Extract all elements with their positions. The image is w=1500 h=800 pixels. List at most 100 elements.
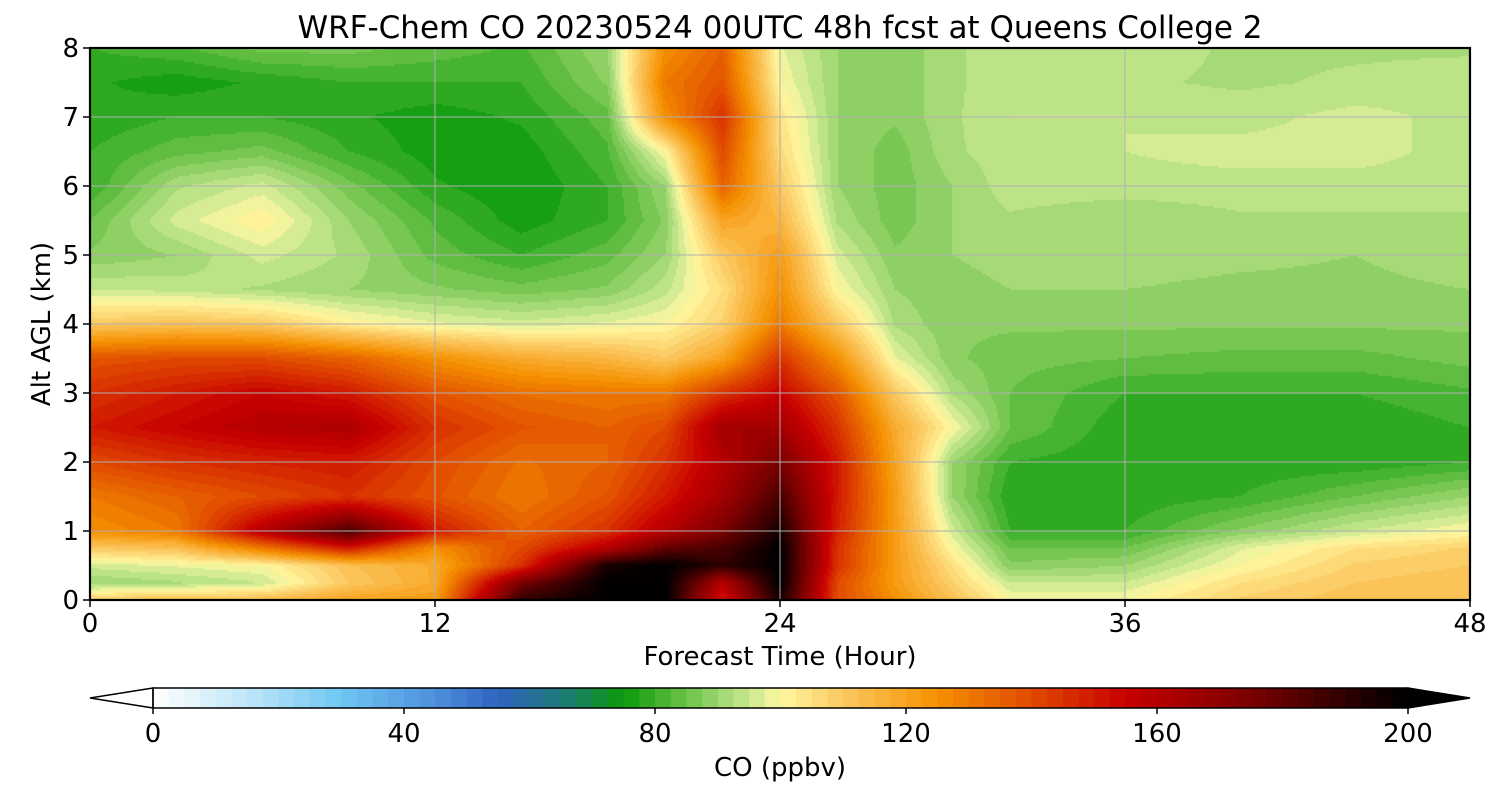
chart-title: WRF-Chem CO 20230524 00UTC 48h fcst at Q… xyxy=(297,10,1262,46)
colorbar-swatch xyxy=(1298,688,1315,708)
y-axis-ticks: 0 1 2 3 4 5 6 7 8 xyxy=(62,34,90,616)
colorbar-swatch xyxy=(702,688,719,708)
colorbar-swatch xyxy=(843,688,860,708)
colorbar-swatch xyxy=(200,688,217,708)
colorbar-swatch xyxy=(404,688,421,708)
colorbar-swatch xyxy=(1219,688,1237,708)
colorbar-swatch xyxy=(294,688,311,708)
colorbar-swatch xyxy=(984,688,1001,708)
colorbar-tick-label: 200 xyxy=(1383,719,1433,749)
colorbar-swatch xyxy=(466,688,484,708)
colorbar-swatch xyxy=(968,688,986,708)
colorbar-swatch xyxy=(1251,688,1268,708)
colorbar-swatch xyxy=(168,688,185,708)
colorbar-swatch xyxy=(419,688,436,708)
colorbar-swatch xyxy=(513,688,531,708)
colorbar-tick-label: 40 xyxy=(387,719,420,749)
colorbar-swatch xyxy=(1266,688,1284,708)
colorbar-swatch xyxy=(1015,688,1033,708)
x-tick-label: 12 xyxy=(418,609,451,639)
colorbar-swatch xyxy=(1360,688,1378,708)
colorbar-swatch xyxy=(1078,688,1095,708)
colorbar-swatch xyxy=(937,688,954,708)
colorbar-swatch xyxy=(1157,688,1174,708)
colorbar-swatch xyxy=(670,688,687,708)
colorbar-swatch xyxy=(764,688,782,708)
colorbar-swatch xyxy=(827,688,844,708)
colorbar-swatch xyxy=(890,688,907,708)
colorbar-swatch xyxy=(733,688,750,708)
colorbar-swatch xyxy=(1031,688,1048,708)
colorbar-swatch xyxy=(1094,688,1111,708)
x-tick-label: 48 xyxy=(1453,609,1486,639)
colorbar-label: CO (ppbv) xyxy=(714,753,846,783)
colorbar-swatch xyxy=(1000,688,1017,708)
x-tick-label: 36 xyxy=(1108,609,1141,639)
colorbar-swatch xyxy=(372,688,389,708)
colorbar-swatch xyxy=(1141,688,1158,708)
colorbar-swatch xyxy=(592,688,609,708)
colorbar-swatch xyxy=(1235,688,1252,708)
colorbar-swatch xyxy=(1282,688,1299,708)
colorbar-swatch xyxy=(1109,688,1127,708)
colorbar-swatch xyxy=(1062,688,1080,708)
y-tick-label: 4 xyxy=(62,310,79,340)
colorbar-swatch xyxy=(576,688,593,708)
colorbar-swatch xyxy=(1392,688,1409,708)
colorbar-swatch xyxy=(215,688,233,708)
colorbar-swatch xyxy=(262,688,280,708)
colorbar-swatch xyxy=(1172,688,1189,708)
colorbar-swatch xyxy=(1313,688,1331,708)
colorbar-swatch xyxy=(607,688,625,708)
colorbar-swatch xyxy=(953,688,970,708)
y-tick-label: 7 xyxy=(62,103,79,133)
colorbar-swatch xyxy=(811,688,829,708)
colorbar-swatch xyxy=(529,688,546,708)
x-tick-label: 0 xyxy=(82,609,99,639)
colorbar-swatch xyxy=(482,688,499,708)
colorbar-swatch xyxy=(717,688,735,708)
colorbar-swatch xyxy=(780,688,797,708)
colorbar-swatch xyxy=(749,688,766,708)
grid-lines xyxy=(90,48,1470,600)
colorbar-swatch xyxy=(247,688,264,708)
x-axis-label: Forecast Time (Hour) xyxy=(643,642,916,672)
y-axis-label: Alt AGL (km) xyxy=(27,242,57,406)
colorbar-tick-label: 160 xyxy=(1132,719,1182,749)
x-axis-ticks: 0 12 24 36 48 xyxy=(82,600,1487,639)
y-tick-label: 1 xyxy=(62,517,79,547)
colorbar-swatch xyxy=(231,688,248,708)
colorbar-swatch xyxy=(1125,688,1142,708)
y-tick-label: 2 xyxy=(62,448,79,478)
y-tick-label: 6 xyxy=(62,172,79,202)
colorbar-swatch xyxy=(858,688,876,708)
y-tick-label: 5 xyxy=(62,241,79,271)
colorbar-tick-label: 120 xyxy=(881,719,931,749)
y-tick-label: 0 xyxy=(62,586,79,616)
colorbar-frame xyxy=(152,687,1409,709)
colorbar-swatch xyxy=(388,688,405,708)
colorbar-swatch xyxy=(623,688,640,708)
colorbar-swatch xyxy=(309,688,327,708)
colorbar-swatch xyxy=(874,688,891,708)
colorbar-swatch xyxy=(921,688,938,708)
colorbar-swatch xyxy=(498,688,515,708)
colorbar-swatch xyxy=(1329,688,1346,708)
colorbar-swatch xyxy=(153,688,170,708)
colorbar-ticks: 0 40 80 120 160 200 xyxy=(145,708,1433,749)
colorbar-extend-high xyxy=(1407,687,1471,709)
colorbar-swatch xyxy=(655,688,672,708)
colorbar-swatch xyxy=(560,688,578,708)
colorbar-swatch xyxy=(1376,688,1393,708)
colorbar-swatch xyxy=(1345,688,1362,708)
colorbar-tick-label: 80 xyxy=(638,719,671,749)
colorbar-swatch xyxy=(341,688,358,708)
colorbar-swatch xyxy=(325,688,342,708)
y-tick-label: 8 xyxy=(62,34,79,64)
colorbar-swatch xyxy=(639,688,656,708)
colorbar-extend-low xyxy=(89,687,154,709)
colorbar-swatch xyxy=(356,688,374,708)
colorbar xyxy=(89,687,1471,709)
colorbar-swatch xyxy=(184,688,201,708)
